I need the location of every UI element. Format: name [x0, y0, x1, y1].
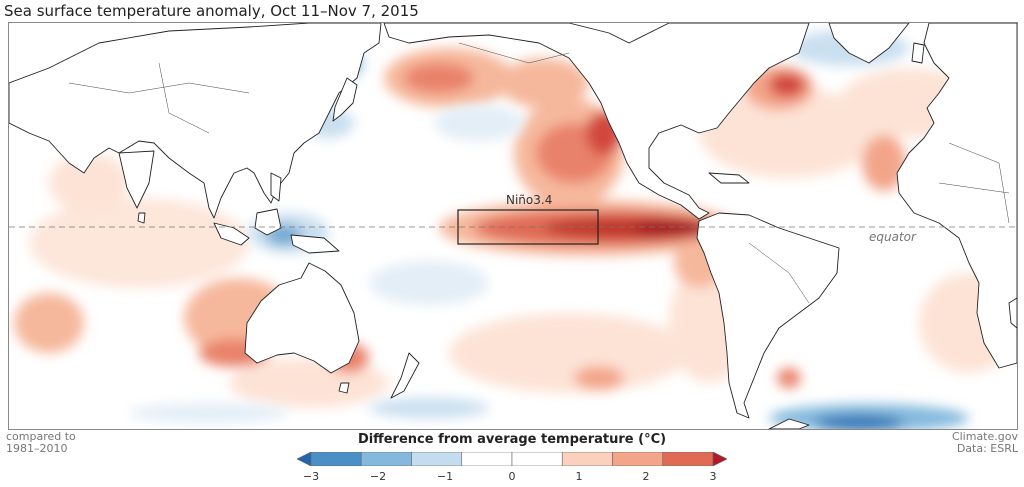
borneo [254, 208, 282, 236]
map-canvas: equator Niño3.4 [9, 23, 1017, 429]
new-guinea [290, 234, 340, 254]
legend-tick-label: 2 [642, 470, 650, 483]
legend-tick-label: 1 [575, 470, 583, 483]
color-scale-bar [297, 452, 727, 466]
baseline-line1: compared to [6, 430, 76, 443]
japan [332, 77, 358, 122]
south-america [696, 212, 840, 419]
legend-cell [511, 452, 563, 466]
sri-lanka [137, 212, 146, 224]
equator-label: equator [869, 230, 917, 244]
legend-cell [461, 452, 513, 466]
legend-tick-label: −3 [302, 470, 320, 483]
credit-data: Data: ESRL [956, 442, 1018, 455]
nino34-label: Niño3.4 [506, 193, 552, 207]
tasmania [338, 382, 350, 394]
legend-cell [612, 452, 664, 466]
land [9, 23, 1017, 429]
eurasia [9, 23, 382, 219]
antarctic-peninsula [768, 418, 810, 429]
madagascar [1008, 297, 1017, 329]
baseline-line2: 1981–2010 [6, 442, 68, 455]
legend-cell [360, 452, 412, 466]
legend-cap-low [297, 452, 312, 466]
legend-tick-label: 0 [508, 470, 516, 483]
greenland [828, 23, 910, 64]
legend-tick-label: −1 [436, 470, 454, 483]
legend-tick-label: −2 [369, 470, 387, 483]
credits: Climate.gov Data: ESRL [952, 431, 1018, 455]
baseline-note: compared to 1981–2010 [6, 431, 76, 455]
credit-source: Climate.gov [951, 430, 1018, 443]
philippines [270, 172, 282, 202]
india [118, 150, 155, 209]
legend-tick-label: 3 [709, 470, 717, 483]
legend-cell [310, 452, 362, 466]
uk [911, 42, 925, 64]
legend-cell [662, 452, 714, 466]
legend-cell [411, 452, 463, 466]
legend-cells [297, 452, 727, 466]
map-title: Sea surface temperature anomaly, Oct 11–… [4, 2, 419, 20]
borders [68, 42, 1010, 304]
north-america [383, 23, 810, 220]
nino34-box [457, 209, 599, 245]
new-zealand [390, 352, 420, 399]
legend-title: Difference from average temperature (°C) [357, 432, 667, 447]
caribbean [708, 172, 750, 184]
australia [244, 262, 360, 374]
sst-anomaly-map: equator Niño3.4 [8, 22, 1018, 430]
africa-europe [896, 23, 1017, 369]
legend-cell [561, 452, 613, 466]
legend-cap-high [712, 452, 727, 466]
